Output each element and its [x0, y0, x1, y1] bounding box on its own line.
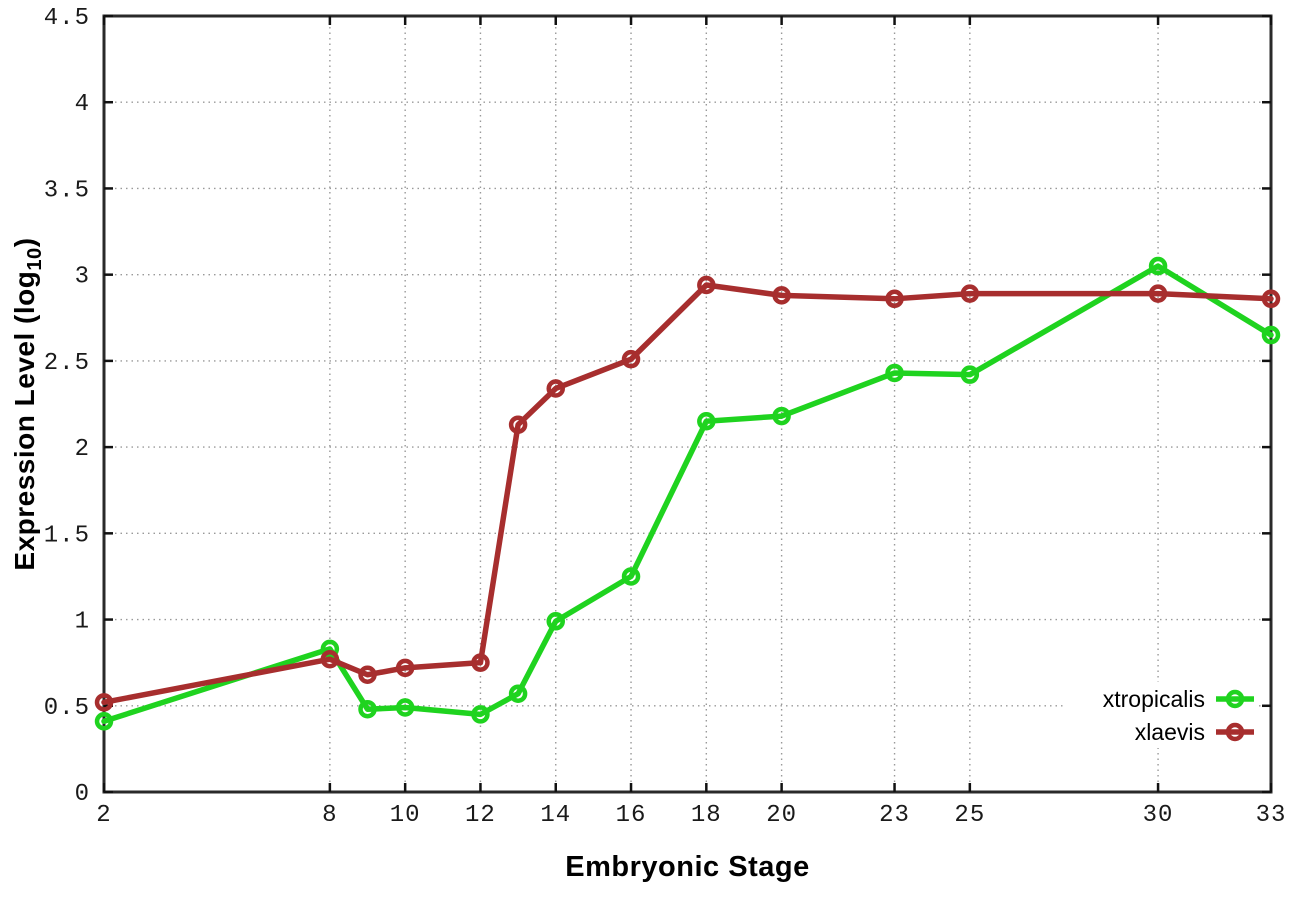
y-tick-label: 1	[75, 609, 90, 636]
data-point-xtropicalis	[1261, 325, 1281, 345]
y-axis-title-text: Expression Level (log	[9, 270, 41, 571]
data-point-xtropicalis	[358, 699, 377, 719]
x-tick-label: 23	[879, 802, 910, 829]
data-point-xtropicalis	[546, 612, 565, 631]
legend-marker-open-circle-icon	[1216, 722, 1254, 741]
x-tick-label: 2	[96, 802, 111, 829]
x-tick-label: 8	[322, 802, 337, 829]
legend-label-xlaevis: xlaevis	[1134, 718, 1205, 745]
y-axis-title-suffix: )	[9, 237, 41, 248]
data-point-xtropicalis	[94, 712, 114, 731]
x-tick-label: 16	[616, 802, 647, 829]
data-point-xlaevis	[1148, 284, 1168, 303]
data-point-xlaevis	[320, 649, 340, 669]
series-line-xlaevis	[101, 282, 1274, 706]
legend-marker-open-circle-icon	[1216, 689, 1254, 708]
series-line-xtropicalis	[101, 263, 1274, 725]
data-point-xlaevis	[94, 693, 114, 712]
x-tick-label: 12	[465, 802, 496, 829]
legend-label-xtropicalis: xtropicalis	[1102, 685, 1205, 712]
data-point-xtropicalis	[885, 363, 904, 383]
y-tick-label: 3.5	[44, 177, 90, 204]
data-point-xtropicalis	[960, 365, 980, 384]
x-tick-label: 18	[691, 802, 722, 829]
data-point-xtropicalis	[697, 411, 716, 431]
data-point-xtropicalis	[395, 698, 415, 717]
plot-border	[102, 14, 1273, 794]
x-tick-label: 30	[1143, 802, 1174, 829]
y-tick-label: 3	[75, 264, 90, 291]
data-point-xtropicalis	[508, 684, 528, 703]
data-point-xtropicalis	[1148, 256, 1168, 276]
y-axis-title-subscript: 10	[23, 247, 46, 271]
x-tick-label: 10	[390, 802, 421, 829]
x-tick-label: 33	[1256, 802, 1287, 829]
y-axis-title: Expression Level (log10)	[9, 237, 47, 570]
data-point-xlaevis	[508, 415, 528, 434]
y-tick-label: 1.5	[44, 522, 90, 549]
y-tick-label: 2	[75, 436, 90, 463]
legend-row-xtropicalis: xtropicalis	[1103, 684, 1256, 714]
y-tick-label: 4	[75, 91, 90, 118]
legend: xtropicalis xlaevis	[1066, 682, 1258, 748]
x-tick-label: 20	[766, 802, 797, 829]
data-point-xlaevis	[358, 665, 377, 684]
data-point-xlaevis	[772, 286, 791, 305]
data-point-xlaevis	[697, 275, 716, 295]
data-point-xlaevis	[621, 349, 641, 369]
x-axis-title: Embryonic Stage	[565, 851, 810, 883]
data-point-xtropicalis	[772, 406, 791, 426]
data-point-xlaevis	[471, 653, 490, 672]
y-tick-label: 4.5	[44, 5, 90, 32]
data-point-xlaevis	[885, 289, 904, 309]
y-tick-label: 0.5	[44, 695, 90, 722]
data-point-xlaevis	[1261, 289, 1281, 309]
x-tick-label: 25	[954, 802, 985, 829]
y-tick-label: 2.5	[44, 350, 90, 377]
y-tick-label: 0	[75, 781, 90, 808]
data-point-xlaevis	[395, 658, 415, 678]
data-point-xtropicalis	[621, 567, 641, 586]
data-point-xtropicalis	[471, 705, 490, 724]
data-point-xtropicalis	[320, 639, 340, 659]
x-tick-label: 14	[540, 802, 571, 829]
data-point-xlaevis	[546, 379, 565, 398]
data-point-xlaevis	[960, 284, 980, 303]
legend-row-xlaevis: xlaevis	[1135, 717, 1256, 747]
